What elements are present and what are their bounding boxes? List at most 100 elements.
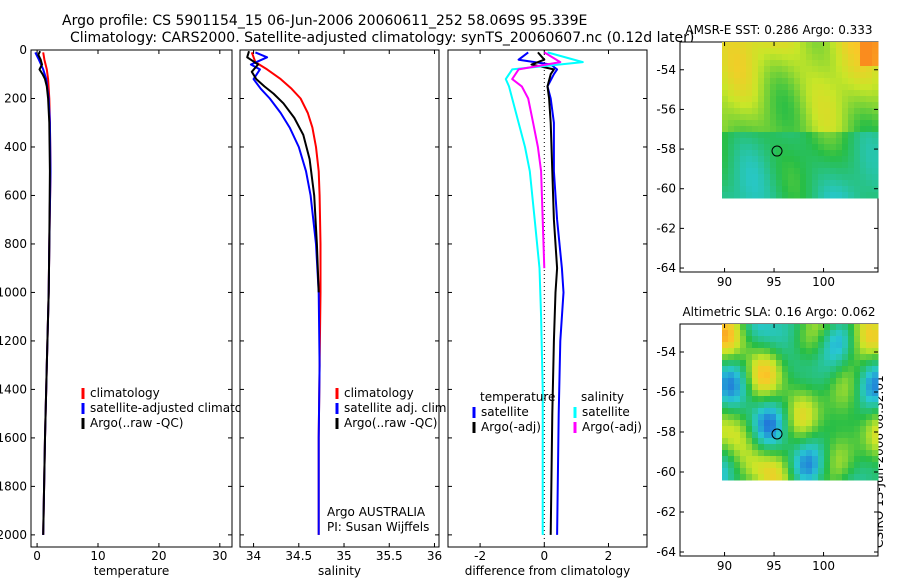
heatmap-cell [728,438,735,445]
heatmap-cell [782,138,789,145]
heatmap-cell [740,150,747,157]
heatmap-cell [824,54,831,61]
heatmap-cell [788,450,795,457]
heatmap-cell [842,456,849,463]
heatmap-cell [860,54,867,61]
heatmap-cell [800,54,807,61]
heatmap-cell [800,96,807,103]
heatmap-cell [830,432,837,439]
sst_map-xtick-label: 100 [812,275,835,289]
heatmap-cell [866,324,873,331]
heatmap-cell [860,396,867,403]
heatmap-cell [746,192,753,199]
heatmap-cell [746,168,753,175]
heatmap-cell [770,396,777,403]
heatmap-cell [830,66,837,73]
heatmap-cell [806,126,813,133]
heatmap-cell [806,414,813,421]
heatmap-cell [770,408,777,415]
heatmap-cell [758,54,765,61]
heatmap-cell [728,186,735,193]
salinity-legend-label: Argo(..raw -QC) [344,416,437,430]
heatmap-cell [776,186,783,193]
heatmap-cell [758,414,765,421]
heatmap-cell [776,150,783,157]
heatmap-cell [860,468,867,475]
heatmap-cell [776,120,783,127]
heatmap-cell [800,330,807,337]
heatmap-cell [830,342,837,349]
heatmap-cell [806,462,813,469]
heatmap-cell [776,366,783,373]
sla_map-heatmap-cells [722,324,879,481]
sst_map-ytick-label: -58 [656,142,676,156]
heatmap-cell [824,84,831,91]
heatmap-cell [770,174,777,181]
sst_map-argo-marker [771,145,783,157]
heatmap-cell [746,354,753,361]
heatmap-cell [740,462,747,469]
heatmap-cell [812,156,819,163]
heatmap-cell [836,450,843,457]
heatmap-cell [860,180,867,187]
heatmap-cell [812,138,819,145]
heatmap-cell [830,444,837,451]
temperature-ytick-label: 600 [4,188,27,202]
heatmap-cell [794,402,801,409]
heatmap-cell [722,420,729,427]
heatmap-cell [830,126,837,133]
heatmap-cell [866,162,873,169]
heatmap-cell [800,378,807,385]
heatmap-cell [836,366,843,373]
heatmap-cell [872,66,879,73]
heatmap-cell [854,324,861,331]
heatmap-cell [788,66,795,73]
heatmap-cell [860,138,867,145]
heatmap-cell [776,342,783,349]
heatmap-cell [806,372,813,379]
heatmap-cell [866,54,873,61]
heatmap-cell [788,438,795,445]
heatmap-cell [842,156,849,163]
heatmap-cell [872,414,879,421]
heatmap-cell [830,144,837,151]
heatmap-cell [824,426,831,433]
heatmap-cell [872,474,879,481]
heatmap-cell [800,168,807,175]
heatmap-cell [728,378,735,385]
heatmap-cell [818,84,825,91]
heatmap-cell [770,366,777,373]
heatmap-cell [848,126,855,133]
heatmap-cell [860,372,867,379]
heatmap-cell [728,156,735,163]
heatmap-cell [860,144,867,151]
heatmap-cell [776,156,783,163]
heatmap-cell [764,360,771,367]
heatmap-cell [848,324,855,331]
heatmap-cell [812,162,819,169]
heatmap-cell [848,78,855,85]
heatmap-cell [734,192,741,199]
heatmap-cell [758,168,765,175]
heatmap-cell [824,138,831,145]
heatmap-cell [734,384,741,391]
heatmap-cell [776,96,783,103]
heatmap-cell [812,366,819,373]
heatmap-cell [740,396,747,403]
heatmap-cell [872,168,879,175]
heatmap-cell [728,54,735,61]
heatmap-cell [788,354,795,361]
heatmap-cell [746,432,753,439]
heatmap-cell [794,72,801,79]
heatmap-cell [734,144,741,151]
heatmap-cell [836,456,843,463]
heatmap-cell [770,48,777,55]
heatmap-cell [806,66,813,73]
heatmap-cell [800,450,807,457]
heatmap-cell [776,90,783,97]
heatmap-cell [806,468,813,475]
heatmap-cell [836,192,843,199]
heatmap-cell [788,330,795,337]
heatmap-cell [800,366,807,373]
heatmap-cell [746,414,753,421]
